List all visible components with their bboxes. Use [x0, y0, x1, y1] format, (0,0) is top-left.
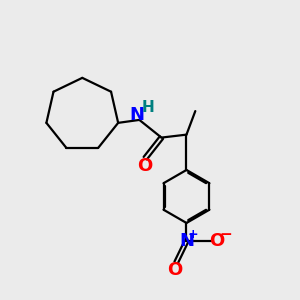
Text: +: +	[188, 228, 198, 241]
Text: −: −	[219, 227, 232, 242]
Text: N: N	[130, 106, 145, 124]
Text: H: H	[141, 100, 154, 115]
Text: O: O	[167, 261, 182, 279]
Text: O: O	[138, 158, 153, 175]
Text: N: N	[179, 232, 194, 250]
Text: O: O	[209, 232, 225, 250]
